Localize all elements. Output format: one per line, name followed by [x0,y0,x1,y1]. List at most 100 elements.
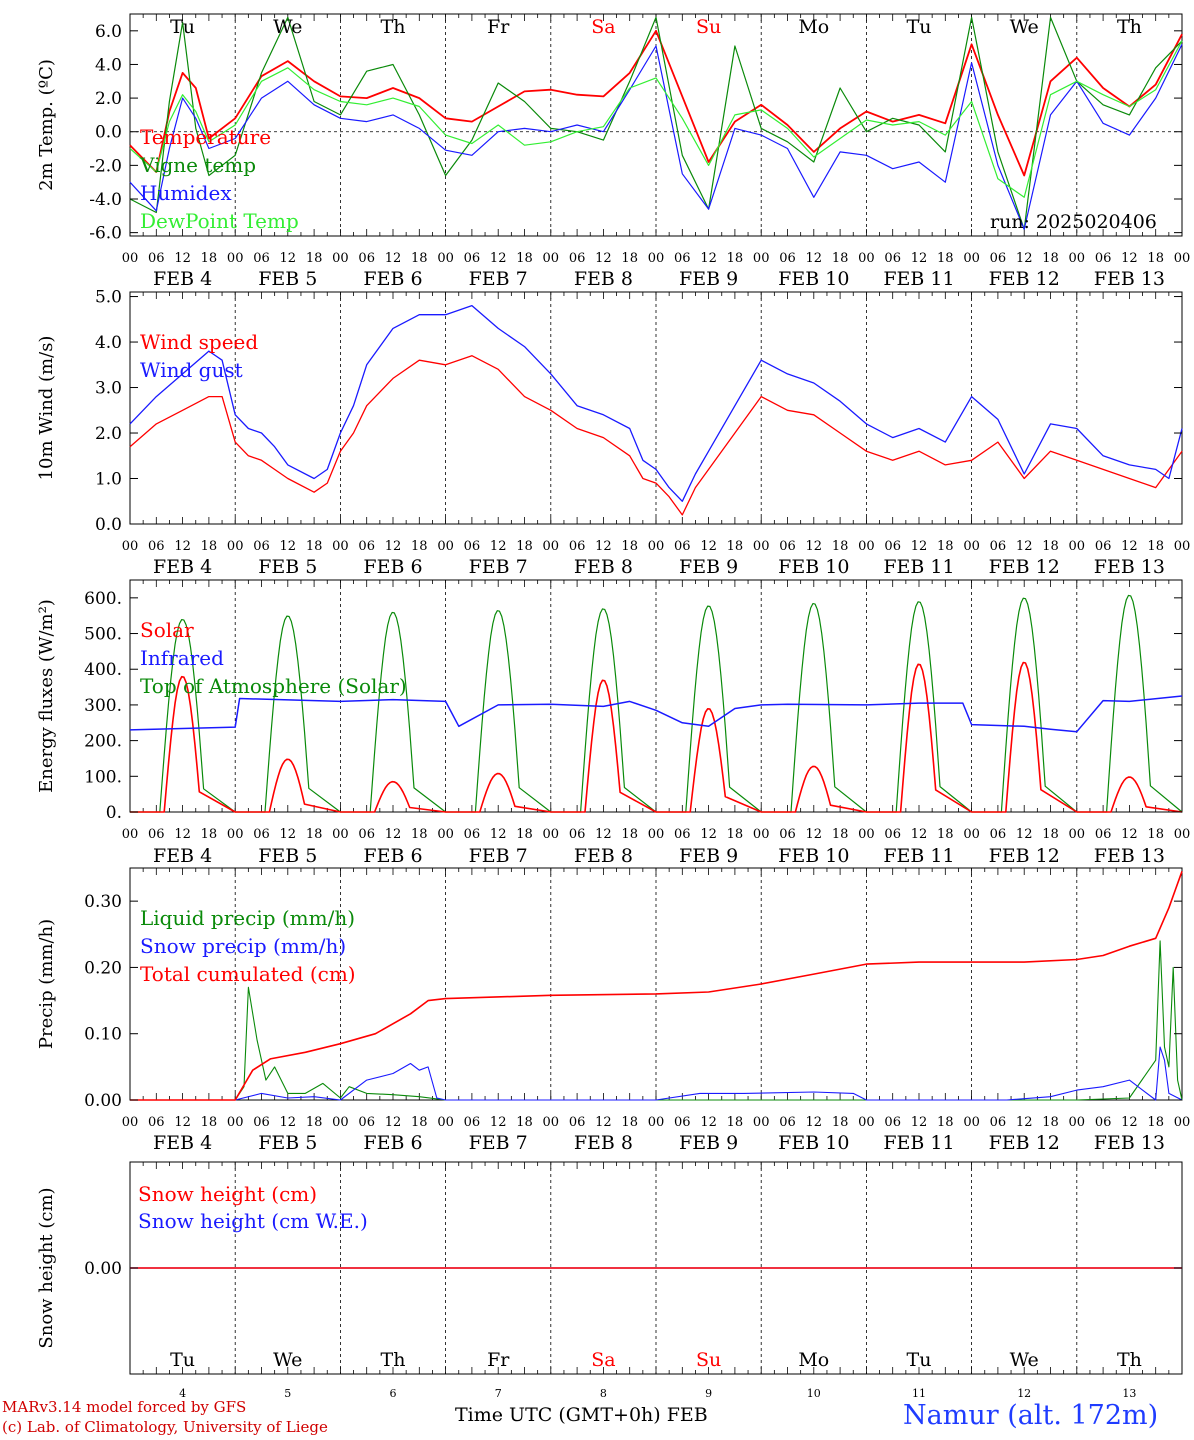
panel-1: Tu We Th Fr Sa Su Mo Tu We Th run: 2025020406 [129,13,1183,237]
date-label: FEB 4 [153,556,212,578]
date-label: FEB 11 [883,556,954,578]
hour-tick-label: 18 [516,539,533,554]
hour-tick-label: 12 [595,827,612,842]
y-tick-label: 500. [84,625,122,645]
y-tick-label: 2.0 [95,424,122,444]
hour-tick-label: 06 [990,539,1007,554]
hour-tick-label: 06 [990,827,1007,842]
date-label: FEB 8 [574,556,633,578]
series-line [129,40,1183,198]
hour-tick-label: 12 [1016,539,1033,554]
hour-tick-label: 00 [1174,827,1191,842]
hour-tick-label: 00 [122,827,139,842]
weekday-label: We [273,1349,302,1371]
weekday-label: Su [696,1349,721,1371]
date-label: FEB 6 [363,556,422,578]
hour-tick-label: 06 [358,251,375,266]
y-tick-label: 0.00 [84,1091,122,1111]
date-label: FEB 13 [1094,556,1165,578]
weekday-label: Tu [907,1349,932,1371]
y-tick-label: 0.10 [84,1025,122,1045]
y-tick-label: 0.0 [95,123,122,143]
hour-tick-label: 12 [1016,1115,1033,1130]
y-axis-title: Snow height (cm) [36,1187,57,1348]
hour-tick-label: 18 [727,827,744,842]
hour-tick-label: 06 [779,1115,796,1130]
hour-tick-label: 12 [1121,251,1138,266]
date-label: FEB 11 [883,845,954,867]
hour-tick-label: 12 [174,251,191,266]
hour-tick-label: 18 [1042,539,1059,554]
hour-tick-label: 12 [490,1115,507,1130]
hour-tick-label: 06 [674,827,691,842]
hour-tick-label: 06 [569,1115,586,1130]
day-number: 10 [807,1387,821,1400]
hour-tick-label: 18 [306,539,323,554]
hour-tick-label: 12 [280,827,297,842]
hour-tick-label: 00 [753,539,770,554]
date-labels: FEB 4 FEB 5 FEB 6 FEB 7 FEB 8 FEB 9 FEB 10 FEB … [153,556,1165,578]
hour-tick-label: 06 [464,827,481,842]
hour-tick-label: 18 [1042,251,1059,266]
date-label: FEB 12 [989,1132,1060,1154]
hour-tick-label: 06 [569,251,586,266]
hour-tick-label: 00 [332,251,349,266]
legend-entry: Humidex [140,181,232,205]
hour-tick-label: 06 [569,539,586,554]
hour-tick-label: 12 [806,251,823,266]
date-label: FEB 10 [778,268,849,290]
date-labels: FEB 4 FEB 5 FEB 6 FEB 7 FEB 8 FEB 9 FEB 10 FEB … [153,1132,1165,1154]
hour-labels: 00 06 12 18 00 06 12 18 00 06 12 18 00 06 12 18 00 06 12 18… [122,827,1191,842]
hour-tick-label: 12 [700,827,717,842]
hour-tick-label: 18 [411,251,428,266]
hour-tick-label: 18 [306,251,323,266]
hour-tick-label: 00 [437,251,454,266]
hour-tick-label: 12 [911,539,928,554]
date-label: FEB 10 [778,845,849,867]
legend-entry: Liquid precip (mm/h) [140,906,355,930]
hour-tick-label: 18 [937,1115,954,1130]
date-label: FEB 6 [363,845,422,867]
date-label: FEB 7 [469,845,528,867]
legend-entry: Solar [140,618,194,642]
hour-tick-label: 06 [148,539,165,554]
y-axis: 600. 500. 400. 300. 200. 100. 0. Energy fluxes … [36,589,1182,823]
y-tick-label: -4.0 [89,190,122,210]
hour-tick-label: 12 [490,827,507,842]
day-number: 12 [1017,1387,1031,1400]
date-label: FEB 13 [1094,845,1165,867]
weekday-label: Th [381,16,406,38]
hour-tick-label: 00 [332,827,349,842]
hour-tick-label: 00 [858,827,875,842]
date-label: FEB 5 [258,268,317,290]
hour-tick-label: 12 [806,827,823,842]
hour-tick-label: 00 [543,1115,560,1130]
hour-tick-label: 18 [832,827,849,842]
date-label: FEB 7 [469,556,528,578]
hour-tick-label: 18 [621,1115,638,1130]
hour-tick-label: 00 [543,251,560,266]
hour-tick-label: 18 [1147,539,1164,554]
legend-entry: Wind gust [140,358,243,382]
series-line [129,44,1183,230]
date-label: FEB 4 [153,1132,212,1154]
series-line [129,29,1183,177]
date-label: FEB 5 [258,1132,317,1154]
legend: Wind speed Wind gust [140,330,258,382]
hour-tick-label: 12 [1121,539,1138,554]
series-line [130,1046,1183,1101]
series-line [129,304,1183,502]
hour-tick-label: 12 [700,251,717,266]
y-axis-title: 10m Wind (m/s) [36,336,57,481]
y-axis-title: Precip (mm/h) [36,919,57,1049]
hour-tick-label: 18 [727,251,744,266]
hour-tick-label: 00 [1174,251,1191,266]
day-number: 9 [705,1387,712,1400]
date-labels: FEB 4 FEB 5 FEB 6 FEB 7 FEB 8 FEB 9 FEB 10 FEB … [153,845,1165,867]
hour-tick-label: 00 [1174,1115,1191,1130]
hour-tick-label: 18 [411,827,428,842]
hour-tick-label: 00 [753,251,770,266]
hour-tick-label: 00 [648,539,665,554]
date-label: FEB 4 [153,268,212,290]
hour-tick-label: 00 [963,539,980,554]
